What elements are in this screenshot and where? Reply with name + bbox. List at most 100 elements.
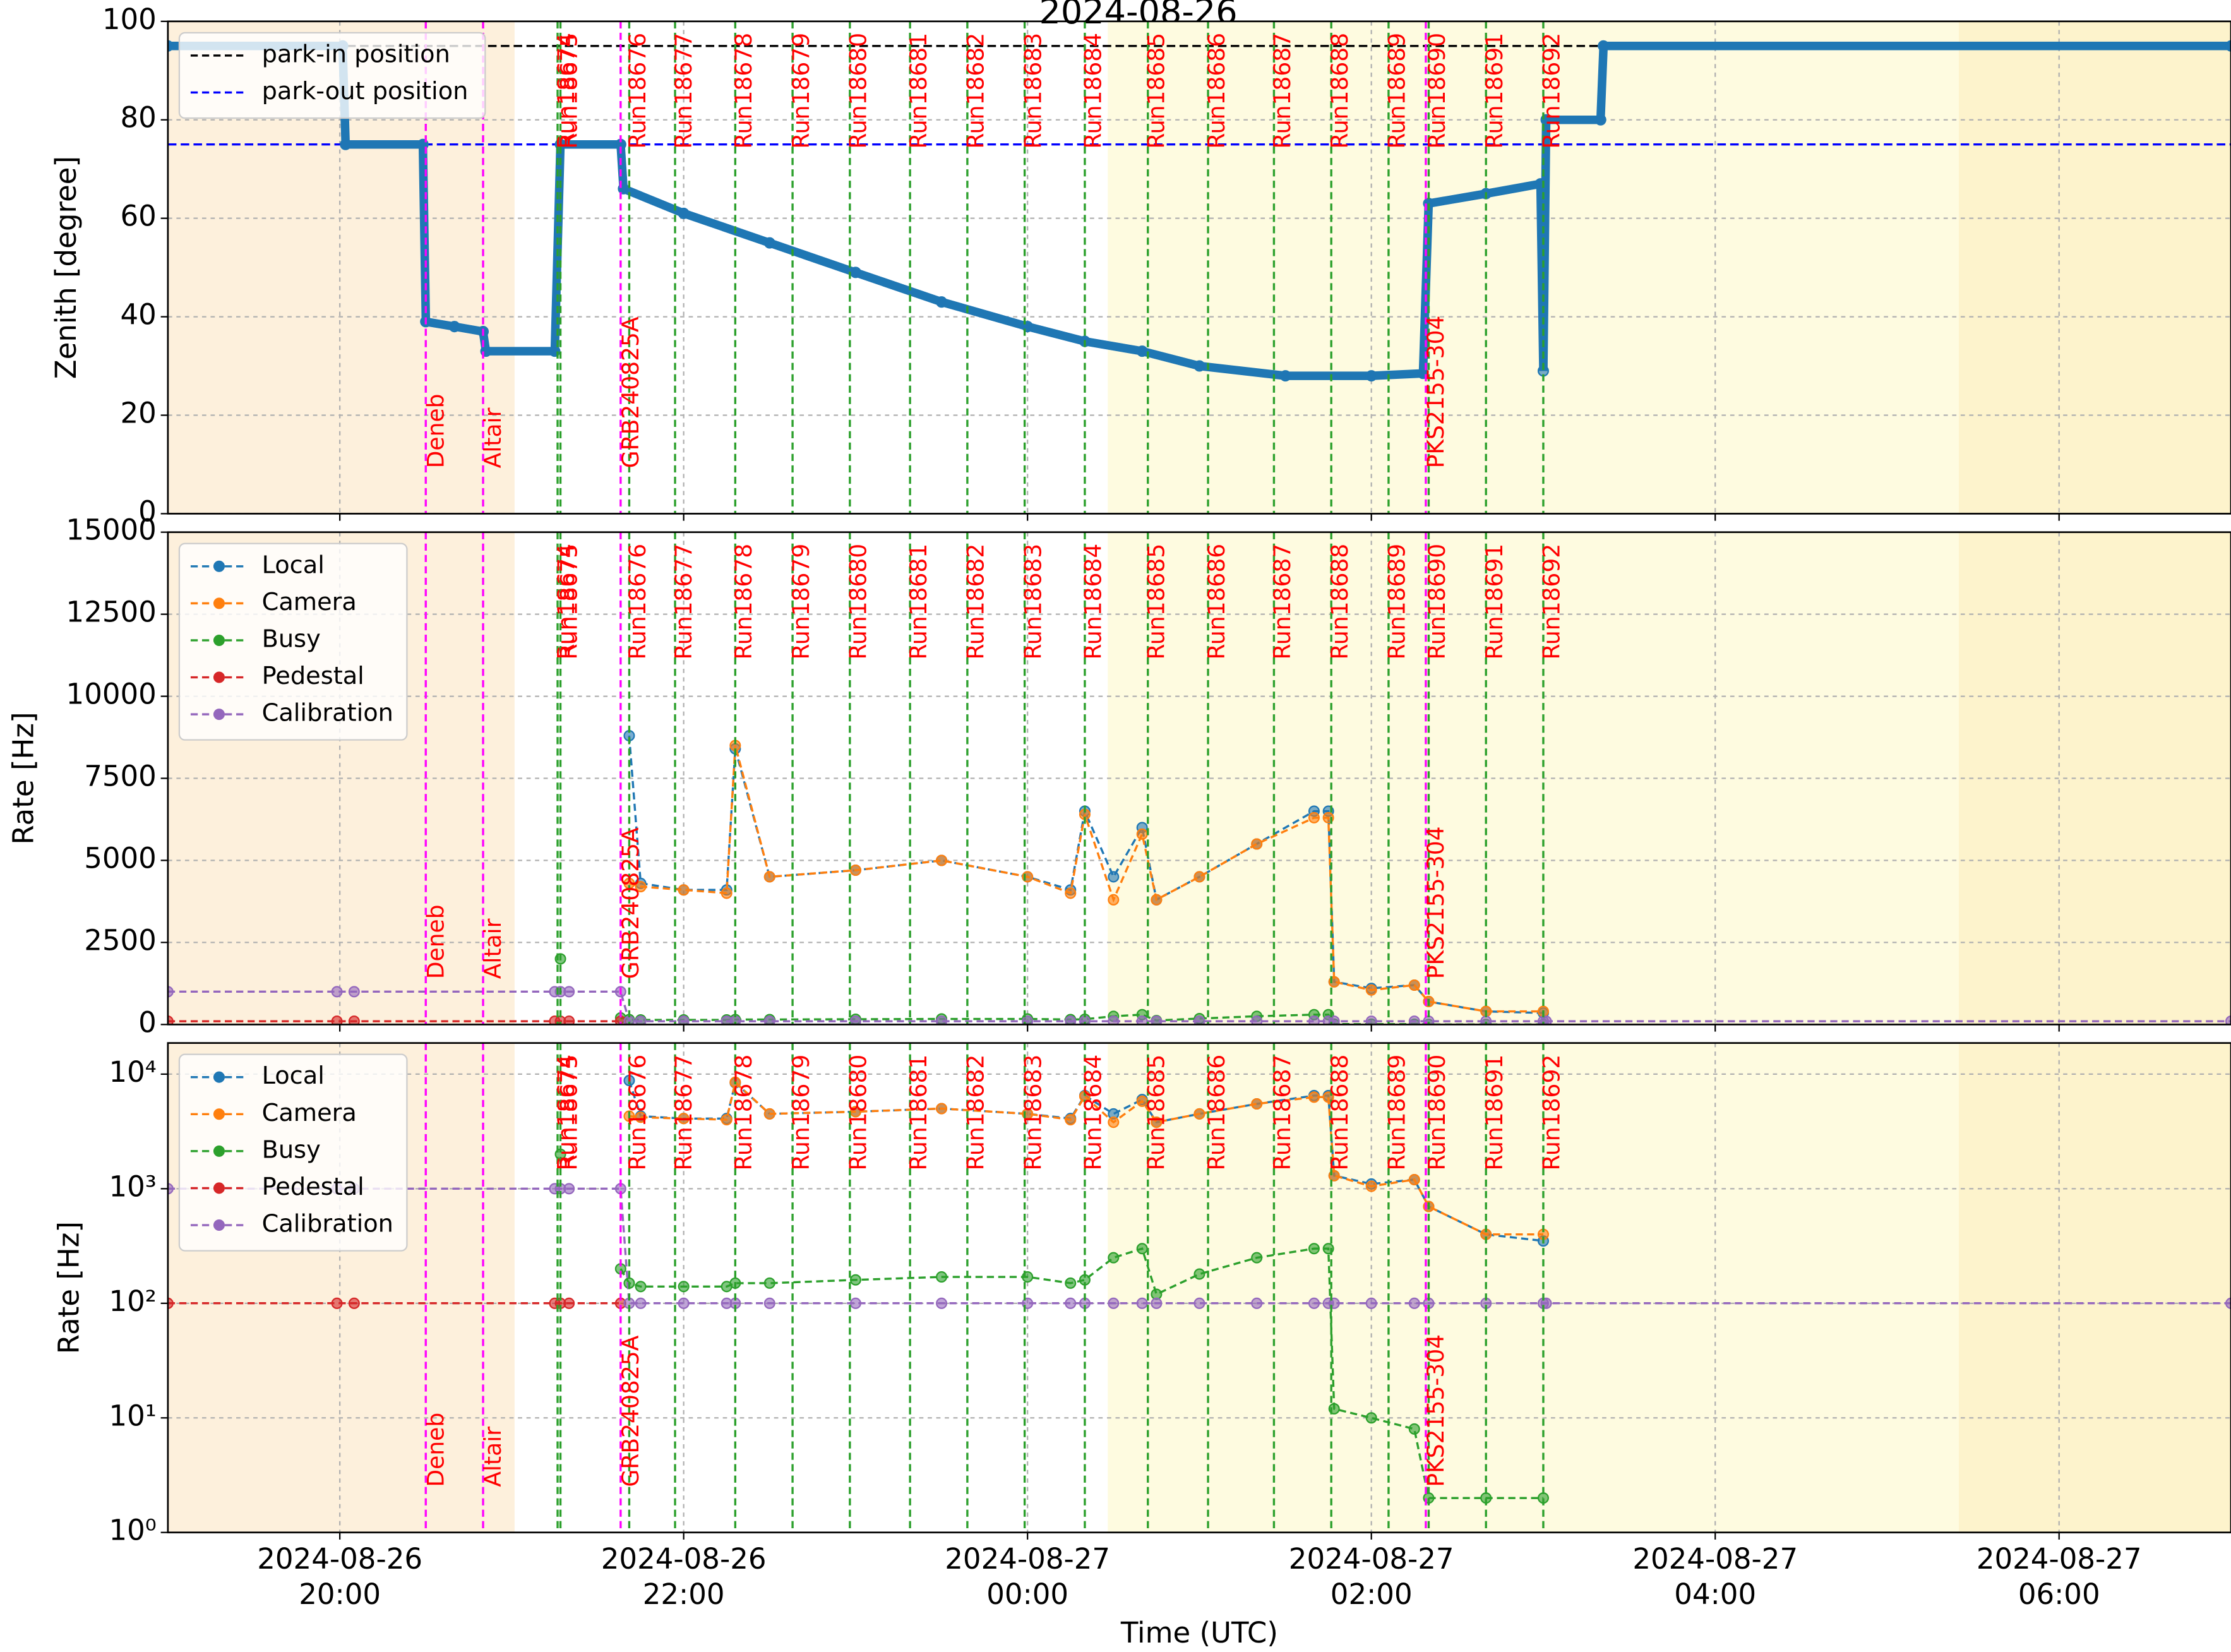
series-point: [563, 1297, 575, 1309]
run-label: Run18678: [731, 33, 757, 149]
legend-label: Calibration: [262, 699, 393, 727]
run-label: Run18692: [1539, 1055, 1565, 1171]
run-label: Run18688: [1327, 1055, 1353, 1171]
x-tick-label: 2024-08-27: [1632, 1542, 1798, 1576]
run-label: Run18686: [1204, 1055, 1230, 1171]
series-point: [1193, 360, 1205, 372]
series-point: [1108, 1015, 1120, 1025]
plot-frame: [167, 1042, 2231, 1534]
source-label: PKS2155-304: [1423, 316, 1449, 469]
series-point: [721, 887, 733, 899]
series-point: [678, 1113, 690, 1125]
series-point: [1365, 1297, 1377, 1309]
series-point: [936, 296, 948, 308]
series-point: [1251, 1252, 1263, 1264]
run-label: Run18681: [906, 1055, 932, 1171]
source-label: Altair: [480, 1427, 506, 1487]
series-point: [331, 1297, 343, 1309]
series-point: [1251, 1015, 1263, 1025]
x-tick-label: 2024-08-27: [1289, 1542, 1454, 1576]
series-point: [1108, 1116, 1120, 1128]
series-point: [936, 1015, 948, 1025]
run-label: Run18681: [906, 544, 932, 660]
source-label: PKS2155-304: [1423, 1334, 1449, 1487]
series-point: [448, 321, 460, 333]
series-point: [348, 1015, 360, 1025]
y-tick-label: 10²: [109, 1284, 156, 1318]
series-point: [849, 1015, 861, 1025]
series-point: [1193, 1268, 1205, 1280]
run-label: Run18688: [1327, 33, 1353, 149]
series-point: [1308, 811, 1320, 823]
twilight-band: [1958, 532, 2231, 1025]
series-point: [1065, 1114, 1077, 1126]
series-point: [1365, 984, 1377, 996]
run-label: Run18675: [556, 544, 582, 660]
run-label: Run18686: [1204, 544, 1230, 660]
run-label: Run18690: [1424, 33, 1450, 149]
run-label: Run18678: [731, 544, 757, 660]
twilight-band: [1108, 1043, 1959, 1533]
series-point: [1365, 1412, 1377, 1424]
run-label: Run18692: [1539, 544, 1565, 660]
run-label: Run18691: [1481, 33, 1508, 149]
x-tick-label: 2024-08-26: [601, 1542, 767, 1576]
series-point: [763, 237, 775, 249]
run-label: Run18674: [553, 544, 580, 660]
run-label: Run18684: [1080, 544, 1107, 660]
series-point: [1365, 1015, 1377, 1025]
series-point: [936, 1297, 948, 1309]
series-point: [678, 1297, 690, 1309]
run-label: Run18682: [963, 33, 990, 149]
legend-marker: [213, 1108, 225, 1120]
series-point: [763, 1015, 775, 1025]
run-label: Run18683: [1020, 1055, 1046, 1171]
series-point: [1193, 1297, 1205, 1309]
series-point: [1151, 894, 1163, 906]
y-tick-label: 10¹: [109, 1399, 156, 1432]
series-point: [1136, 1015, 1148, 1025]
series-point: [849, 1297, 861, 1309]
run-label: Run18675: [556, 33, 582, 149]
series-point: [1151, 1116, 1163, 1128]
x-tick-label: 00:00: [986, 1577, 1068, 1611]
source-label: Deneb: [422, 1413, 449, 1487]
run-label: Run18684: [1080, 1055, 1107, 1171]
plot-frame: [167, 531, 2231, 1026]
run-label: Run18676: [625, 1055, 651, 1171]
run-label: Run18677: [671, 33, 697, 149]
series-point: [1065, 887, 1077, 899]
y-axis-label: Zenith [degree]: [49, 156, 83, 379]
y-tick-label: 100: [102, 3, 157, 36]
series-point: [635, 1281, 647, 1293]
series-point: [678, 1015, 690, 1025]
legend-marker: [213, 1071, 225, 1083]
series-point: [1408, 1173, 1420, 1186]
series-point: [1365, 1180, 1377, 1192]
run-label: Run18685: [1144, 33, 1170, 149]
run-label: Run18676: [625, 33, 651, 149]
y-axis-label: Rate [Hz]: [52, 1221, 86, 1354]
series-point: [1365, 370, 1377, 382]
legend-marker: [213, 671, 225, 683]
series-point: [635, 881, 647, 893]
legend-label: Local: [262, 1062, 325, 1090]
legend-box: [178, 1053, 408, 1252]
run-label: Run18692: [1539, 33, 1565, 149]
series-point: [1065, 1277, 1077, 1289]
series-point: [678, 207, 690, 219]
series-point: [167, 40, 174, 52]
run-label: Run18680: [846, 33, 872, 149]
y-tick-label: 5000: [84, 841, 157, 875]
y-tick-label: 20: [121, 397, 157, 430]
series-point: [331, 1015, 343, 1025]
series-point: [1136, 1297, 1148, 1309]
series-point: [1136, 345, 1148, 357]
run-label: Run18683: [1020, 544, 1046, 660]
legend-label: Pedestal: [262, 1173, 364, 1201]
legend-marker: [213, 634, 225, 646]
y-tick-label: 80: [121, 101, 157, 135]
series-point: [1408, 1297, 1420, 1309]
